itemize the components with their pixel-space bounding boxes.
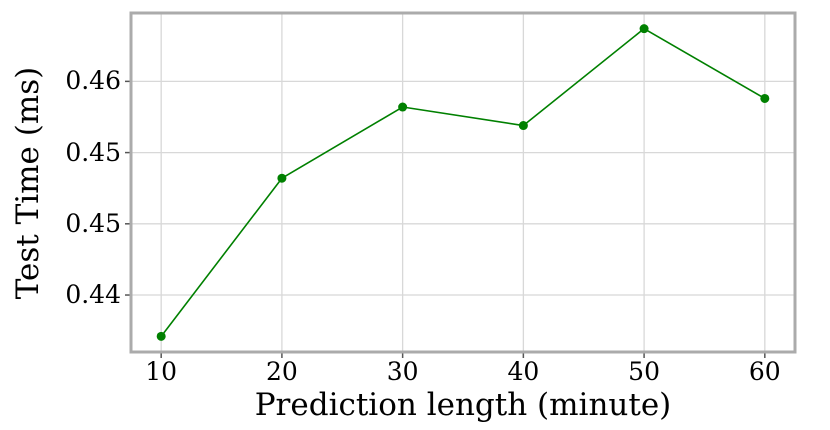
data-point bbox=[639, 24, 649, 34]
data-point bbox=[277, 173, 287, 183]
x-axis-title: Prediction length (minute) bbox=[254, 387, 672, 423]
y-tick-label: 0.45 bbox=[65, 137, 121, 167]
data-point bbox=[398, 102, 408, 112]
x-tick-label: 40 bbox=[507, 357, 540, 386]
plot-border bbox=[129, 11, 797, 354]
y-tick-label: 0.46 bbox=[65, 66, 121, 96]
x-tick-label: 30 bbox=[386, 357, 419, 386]
data-point bbox=[156, 331, 166, 341]
y-tick-label: 0.45 bbox=[65, 208, 121, 238]
x-tick-label: 10 bbox=[145, 357, 178, 386]
x-tick-label: 50 bbox=[628, 357, 660, 386]
y-axis-title: Test Time (ms) bbox=[10, 66, 46, 299]
data-point bbox=[760, 93, 770, 103]
x-tick-label: 20 bbox=[266, 357, 298, 386]
data-point bbox=[518, 121, 528, 131]
y-tick-label: 0.44 bbox=[65, 280, 121, 310]
x-tick-label: 60 bbox=[748, 357, 781, 386]
series-line bbox=[160, 27, 766, 337]
